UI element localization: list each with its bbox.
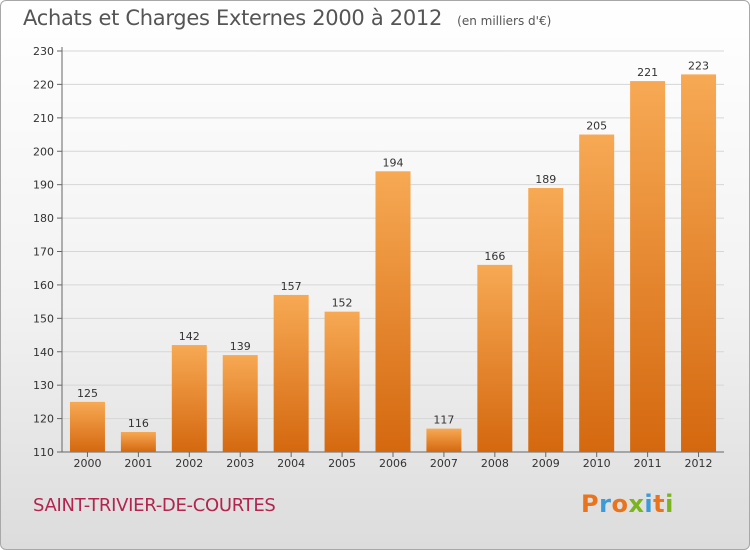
bar — [171, 345, 207, 452]
bar — [681, 74, 717, 453]
data-label: 166 — [484, 250, 505, 263]
x-tick-label: 2002 — [175, 457, 203, 470]
bar — [375, 171, 411, 453]
chart-unit: (en milliers d'€) — [457, 14, 552, 28]
x-tick-label: 2000 — [73, 457, 101, 470]
x-tick-label: 2007 — [430, 457, 458, 470]
y-tick-label: 180 — [33, 212, 54, 225]
y-tick-label: 200 — [33, 145, 54, 158]
x-tick-label: 2012 — [685, 457, 713, 470]
y-tick-label: 110 — [33, 446, 54, 459]
x-tick-label: 2004 — [277, 457, 305, 470]
logo-letter: o — [611, 490, 629, 518]
x-tick-label: 2001 — [124, 457, 152, 470]
chart-title: Achats et Charges Externes 2000 à 2012 — [23, 6, 443, 30]
chart-title-block: Achats et Charges Externes 2000 à 2012 (… — [23, 6, 551, 30]
data-label: 142 — [179, 330, 200, 343]
data-label: 125 — [77, 387, 98, 400]
logo-letter: x — [628, 490, 645, 518]
x-tick-label: 2011 — [634, 457, 662, 470]
logo-letter: P — [581, 490, 600, 518]
y-tick-label: 150 — [33, 312, 54, 325]
y-tick-label: 120 — [33, 413, 54, 426]
data-label: 157 — [281, 280, 302, 293]
data-label: 139 — [230, 340, 251, 353]
data-label: 116 — [128, 417, 149, 430]
data-label: 152 — [332, 297, 353, 310]
logo-letter: r — [599, 490, 612, 518]
y-tick-label: 190 — [33, 179, 54, 192]
y-tick-label: 160 — [33, 279, 54, 292]
bar — [69, 401, 105, 452]
x-tick-label: 2008 — [481, 457, 509, 470]
data-label: 194 — [383, 156, 404, 169]
data-label: 189 — [535, 173, 556, 186]
data-label: 221 — [637, 66, 658, 79]
bars — [69, 74, 717, 453]
x-tick-label: 2010 — [583, 457, 611, 470]
y-tick-label: 230 — [33, 45, 54, 58]
bar — [426, 428, 462, 452]
bar — [222, 355, 258, 452]
y-tick-label: 210 — [33, 112, 54, 125]
bar — [579, 134, 615, 452]
bar — [630, 81, 666, 452]
labels: 110 120 130 140 150 160 170 180 190 200 210 220 230 1… — [33, 45, 713, 470]
logo-letter: i — [644, 490, 654, 518]
data-label: 205 — [586, 120, 607, 133]
bar — [120, 431, 156, 452]
logo-letter: t — [653, 490, 666, 518]
x-tick-label: 2005 — [328, 457, 356, 470]
x-tick-label: 2009 — [532, 457, 560, 470]
proxiti-logo[interactable]: Proxiti — [581, 490, 674, 518]
bar — [528, 188, 564, 452]
bar — [273, 294, 309, 452]
x-tick-label: 2003 — [226, 457, 254, 470]
logo-letter: i — [665, 490, 674, 518]
x-tick-label: 2006 — [379, 457, 407, 470]
bar — [324, 311, 360, 452]
y-tick-label: 130 — [33, 379, 54, 392]
data-label: 223 — [688, 59, 709, 72]
bar — [477, 264, 513, 452]
y-tick-label: 220 — [33, 78, 54, 91]
y-tick-label: 170 — [33, 246, 54, 259]
data-label: 117 — [433, 414, 454, 427]
y-tick-label: 140 — [33, 346, 54, 359]
commune-name: SAINT-TRIVIER-DE-COURTES — [33, 495, 276, 516]
